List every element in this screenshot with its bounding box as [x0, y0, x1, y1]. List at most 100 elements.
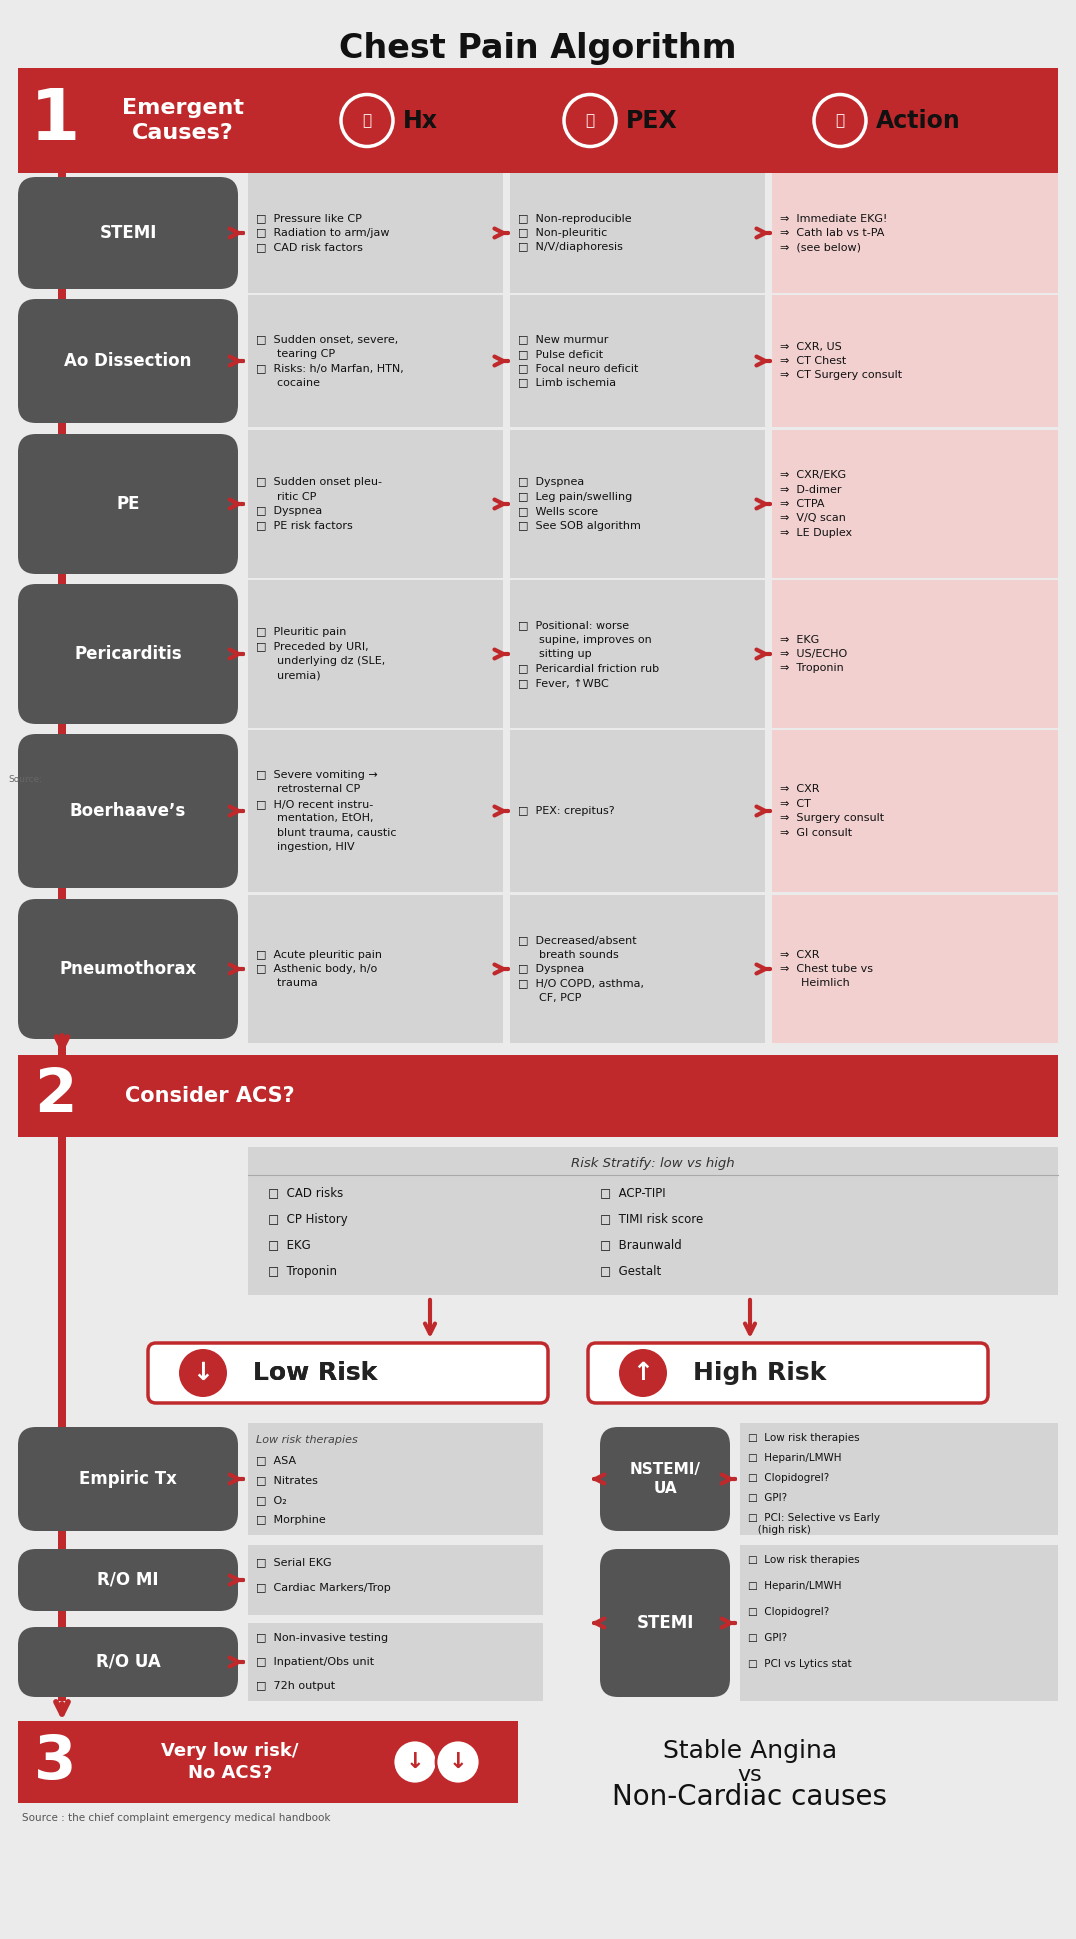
Text: Stable Angina: Stable Angina — [663, 1739, 837, 1763]
Bar — [740, 1423, 1058, 1536]
Text: □  Positional: worse
      supine, improves on
      sitting up
□  Pericardial f: □ Positional: worse supine, improves on … — [518, 620, 660, 688]
Text: □  New murmur
□  Pulse deficit
□  Focal neuro deficit
□  Limb ischemia: □ New murmur □ Pulse deficit □ Focal neu… — [518, 334, 638, 388]
Text: □  ACP-TIPI: □ ACP-TIPI — [600, 1187, 666, 1200]
Text: □  PCI: Selective vs Early
   (high risk): □ PCI: Selective vs Early (high risk) — [748, 1512, 880, 1534]
Text: □  Sudden onset pleu-
      ritic CP
□  Dyspnea
□  PE risk factors: □ Sudden onset pleu- ritic CP □ Dyspnea … — [256, 477, 382, 531]
Bar — [771, 430, 1058, 578]
Text: □  Troponin: □ Troponin — [268, 1264, 337, 1278]
Text: 📋: 📋 — [363, 112, 371, 128]
Bar — [247, 173, 502, 293]
Bar — [58, 171, 66, 1043]
FancyBboxPatch shape — [18, 735, 238, 888]
Circle shape — [179, 1350, 227, 1396]
Text: Source : the chief complaint emergency medical handbook: Source : the chief complaint emergency m… — [22, 1813, 330, 1823]
Bar — [247, 295, 502, 427]
Text: □  Serial EKG: □ Serial EKG — [256, 1557, 331, 1567]
Text: Low Risk: Low Risk — [253, 1361, 378, 1384]
FancyBboxPatch shape — [600, 1427, 730, 1532]
Text: ⇒  CXR
⇒  CT
⇒  Surgery consult
⇒  GI consult: ⇒ CXR ⇒ CT ⇒ Surgery consult ⇒ GI consul… — [780, 785, 884, 838]
Bar — [510, 295, 765, 427]
Text: Pericarditis: Pericarditis — [74, 646, 182, 663]
Text: ↑: ↑ — [633, 1361, 653, 1384]
Text: vs: vs — [738, 1764, 763, 1786]
Text: □  Pressure like CP
□  Radiation to arm/jaw
□  CAD risk factors: □ Pressure like CP □ Radiation to arm/ja… — [256, 213, 390, 252]
Bar — [58, 1136, 66, 1701]
FancyBboxPatch shape — [18, 299, 238, 423]
FancyBboxPatch shape — [75, 1728, 385, 1797]
Bar — [247, 1148, 1058, 1295]
Text: Chest Pain Algorithm: Chest Pain Algorithm — [339, 33, 737, 66]
Circle shape — [564, 95, 615, 147]
Text: ⇒  CXR/EKG
⇒  D-dimer
⇒  CTPA
⇒  V/Q scan
⇒  LE Duplex: ⇒ CXR/EKG ⇒ D-dimer ⇒ CTPA ⇒ V/Q scan ⇒ … — [780, 469, 852, 537]
Text: STEMI: STEMI — [636, 1613, 694, 1633]
Circle shape — [341, 95, 393, 147]
Text: Pneumothorax: Pneumothorax — [59, 960, 197, 977]
Text: □  Severe vomiting →
      retrosternal CP
□  H/O recent instru-
      mentation: □ Severe vomiting → retrosternal CP □ H/… — [256, 770, 396, 851]
Text: □  Nitrates: □ Nitrates — [256, 1476, 317, 1485]
Text: □  Heparin/LMWH: □ Heparin/LMWH — [748, 1452, 841, 1464]
Text: □  Clopidogrel?: □ Clopidogrel? — [748, 1607, 830, 1617]
Text: Consider ACS?: Consider ACS? — [125, 1086, 295, 1105]
Bar — [18, 1055, 1058, 1136]
Text: R/O UA: R/O UA — [96, 1654, 160, 1671]
Circle shape — [436, 1739, 480, 1784]
Text: □  GPI?: □ GPI? — [748, 1633, 788, 1642]
Bar — [58, 1043, 66, 1055]
Text: □  ASA: □ ASA — [256, 1454, 296, 1466]
Bar — [247, 1623, 543, 1701]
Bar — [18, 68, 1058, 173]
Bar — [771, 295, 1058, 427]
Text: □  CP History: □ CP History — [268, 1212, 348, 1225]
Bar — [510, 580, 765, 727]
Bar — [247, 729, 502, 892]
Text: 2: 2 — [33, 1066, 76, 1125]
Bar — [771, 580, 1058, 727]
Text: PEX: PEX — [626, 109, 678, 132]
Bar — [247, 430, 502, 578]
Text: □  Heparin/LMWH: □ Heparin/LMWH — [748, 1580, 841, 1592]
Bar — [247, 1423, 543, 1536]
FancyBboxPatch shape — [148, 1344, 548, 1404]
Bar — [771, 896, 1058, 1043]
Text: □  Sudden onset, severe,
      tearing CP
□  Risks: h/o Marfan, HTN,
      cocai: □ Sudden onset, severe, tearing CP □ Ris… — [256, 334, 404, 388]
Text: □  Inpatient/Obs unit: □ Inpatient/Obs unit — [256, 1658, 374, 1668]
Text: Risk Stratify: low vs high: Risk Stratify: low vs high — [571, 1156, 735, 1169]
Text: 💉: 💉 — [835, 112, 845, 128]
FancyBboxPatch shape — [18, 1549, 238, 1611]
FancyBboxPatch shape — [18, 1627, 238, 1697]
Circle shape — [815, 95, 866, 147]
Bar — [771, 173, 1058, 293]
FancyBboxPatch shape — [18, 584, 238, 723]
Text: ↓: ↓ — [406, 1753, 424, 1772]
Text: □  Dyspnea
□  Leg pain/swelling
□  Wells score
□  See SOB algorithm: □ Dyspnea □ Leg pain/swelling □ Wells sc… — [518, 477, 641, 531]
Text: □  Clopidogrel?: □ Clopidogrel? — [748, 1474, 830, 1483]
Text: PE: PE — [116, 494, 140, 514]
Text: NSTEMI/
UA: NSTEMI/ UA — [629, 1462, 700, 1495]
Text: □  EKG: □ EKG — [268, 1239, 311, 1251]
Bar — [510, 173, 765, 293]
Text: ↓: ↓ — [449, 1753, 467, 1772]
FancyBboxPatch shape — [18, 434, 238, 574]
Text: ⇒  EKG
⇒  US/ECHO
⇒  Troponin: ⇒ EKG ⇒ US/ECHO ⇒ Troponin — [780, 634, 847, 673]
FancyBboxPatch shape — [18, 900, 238, 1039]
Text: Ao Dissection: Ao Dissection — [65, 353, 192, 370]
FancyBboxPatch shape — [18, 1427, 238, 1532]
Text: □  TIMI risk score: □ TIMI risk score — [600, 1212, 704, 1225]
Circle shape — [619, 1350, 667, 1396]
Text: ↓: ↓ — [193, 1361, 213, 1384]
Text: □  GPI?: □ GPI? — [748, 1493, 788, 1503]
Text: Empiric Tx: Empiric Tx — [79, 1470, 176, 1487]
Bar — [510, 729, 765, 892]
Text: Emergent
Causes?: Emergent Causes? — [122, 99, 244, 143]
Text: □  Decreased/absent
      breath sounds
□  Dyspnea
□  H/O COPD, asthma,
      CF: □ Decreased/absent breath sounds □ Dyspn… — [518, 935, 645, 1002]
FancyBboxPatch shape — [18, 176, 238, 289]
Bar — [247, 1545, 543, 1615]
Bar — [740, 1545, 1058, 1701]
Text: R/O MI: R/O MI — [97, 1571, 159, 1588]
Text: Very low risk/
No ACS?: Very low risk/ No ACS? — [161, 1741, 299, 1782]
Text: Hx: Hx — [404, 109, 438, 132]
Text: □  Gestalt: □ Gestalt — [600, 1264, 662, 1278]
Text: □  PCI vs Lytics stat: □ PCI vs Lytics stat — [748, 1660, 851, 1669]
Text: Low risk therapies: Low risk therapies — [256, 1435, 357, 1445]
Text: □  Cardiac Markers/Trop: □ Cardiac Markers/Trop — [256, 1582, 391, 1594]
